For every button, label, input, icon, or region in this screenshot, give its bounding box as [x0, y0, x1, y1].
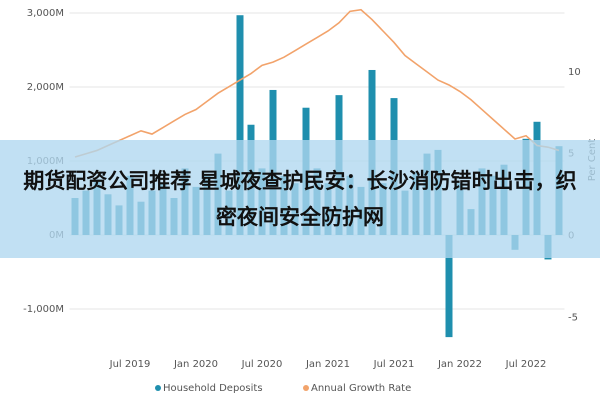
y-tick-label: -1,000M	[23, 304, 64, 315]
growth-line	[74, 8, 560, 158]
x-tick-label: Jan 2020	[173, 359, 218, 370]
y2-tick-label: 10	[568, 67, 581, 78]
legend-label: Household Deposits	[163, 383, 263, 394]
y-tick-label: 2,000M	[27, 82, 64, 93]
bar	[236, 15, 244, 235]
x-tick-label: Jan 2022	[437, 359, 482, 370]
bar	[445, 235, 453, 338]
x-tick-label: Jul 2021	[373, 359, 415, 370]
x-tick-label: Jul 2020	[241, 359, 283, 370]
x-tick-label: Jul 2022	[505, 359, 547, 370]
legend-label: Annual Growth Rate	[311, 383, 411, 394]
x-tick-label: Jul 2019	[109, 359, 151, 370]
y-tick-label: 3,000M	[27, 8, 64, 19]
y2-tick-label: -5	[568, 312, 578, 323]
banner-text: 期货配资公司推荐 星城夜查护民安：长沙消防错时出击，织密夜间安全防护网	[0, 140, 600, 258]
legend-marker	[303, 385, 309, 391]
x-tick-label: Jan 2021	[305, 359, 350, 370]
legend-marker	[155, 385, 161, 391]
